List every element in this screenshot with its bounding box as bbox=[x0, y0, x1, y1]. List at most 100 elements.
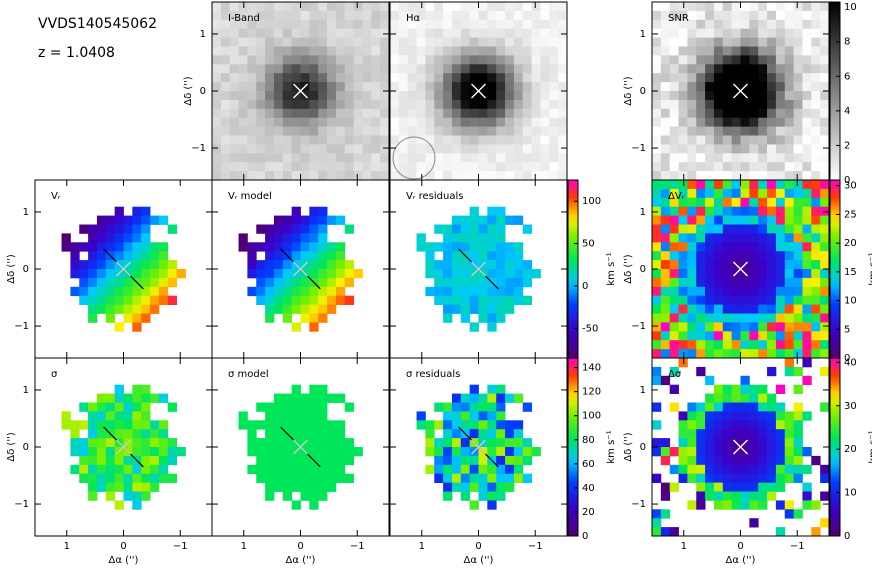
map-pixel bbox=[522, 46, 532, 56]
map-pixel bbox=[775, 464, 786, 475]
map-pixel bbox=[460, 153, 471, 163]
map-pixel bbox=[740, 117, 750, 127]
map-pixel bbox=[513, 393, 524, 403]
map-pixel bbox=[705, 91, 715, 101]
map-pixel bbox=[220, 99, 231, 110]
map-pixel bbox=[713, 144, 724, 154]
map-pixel bbox=[496, 402, 506, 412]
map-pixel bbox=[273, 64, 284, 74]
map-pixel bbox=[335, 126, 346, 136]
map-pixel bbox=[558, 91, 568, 101]
map-pixel bbox=[398, 126, 409, 136]
map-pixel bbox=[398, 91, 409, 101]
map-pixel bbox=[767, 19, 777, 30]
map-pixel bbox=[802, 491, 812, 501]
map-pixel bbox=[740, 482, 750, 492]
map-pixel bbox=[398, 162, 409, 172]
map-pixel bbox=[318, 206, 328, 216]
colorbar bbox=[829, 1, 841, 181]
map-pixel bbox=[758, 438, 768, 448]
map-pixel bbox=[487, 37, 497, 47]
panel-label: Hα bbox=[406, 13, 421, 24]
map-pixel bbox=[282, 144, 293, 154]
map-pixel bbox=[460, 2, 471, 12]
map-pixel bbox=[793, 126, 803, 136]
map-pixel bbox=[344, 117, 354, 127]
map-pixel bbox=[132, 384, 142, 394]
map-pixel bbox=[247, 82, 257, 92]
map-pixel bbox=[496, 473, 506, 483]
map-pixel bbox=[443, 37, 453, 47]
map-pixel bbox=[505, 55, 515, 65]
map-pixel bbox=[344, 37, 354, 47]
map-pixel bbox=[740, 55, 750, 65]
map-pixel bbox=[505, 482, 515, 492]
map-pixel bbox=[132, 473, 142, 483]
map-pixel bbox=[362, 82, 372, 92]
map-pixel bbox=[549, 46, 559, 56]
map-pixel bbox=[713, 242, 724, 252]
map-pixel bbox=[820, 331, 830, 341]
map-pixel bbox=[513, 91, 524, 101]
map-pixel bbox=[705, 108, 715, 119]
map-pixel bbox=[678, 46, 688, 56]
map-pixel bbox=[96, 473, 107, 483]
map-pixel bbox=[540, 144, 550, 154]
colorbar bbox=[829, 179, 841, 359]
map-pixel bbox=[238, 242, 248, 252]
map-pixel bbox=[487, 153, 497, 163]
map-pixel bbox=[229, 153, 239, 163]
map-pixel bbox=[265, 224, 275, 234]
map-pixel bbox=[309, 153, 319, 163]
map-pixel bbox=[335, 153, 346, 163]
map-pixel bbox=[220, 19, 231, 30]
map-pixel bbox=[522, 108, 532, 119]
map-pixel bbox=[265, 108, 275, 119]
panel-label: ΔVᵣ bbox=[668, 191, 685, 202]
map-pixel bbox=[505, 64, 515, 74]
map-pixel bbox=[158, 420, 169, 430]
map-pixel bbox=[141, 438, 151, 448]
map-pixel bbox=[451, 251, 462, 261]
map-pixel bbox=[273, 82, 284, 92]
map-pixel bbox=[767, 366, 777, 377]
map-pixel bbox=[722, 126, 733, 136]
map-pixel bbox=[460, 393, 471, 403]
map-pixel bbox=[425, 251, 435, 261]
map-pixel bbox=[451, 82, 462, 92]
map-pixel bbox=[229, 82, 239, 92]
map-pixel bbox=[793, 99, 803, 110]
map-pixel bbox=[749, 304, 759, 314]
map-pixel bbox=[150, 215, 160, 225]
map-pixel bbox=[282, 171, 293, 181]
map-pixel bbox=[652, 117, 662, 127]
map-pixel bbox=[327, 420, 337, 430]
map-pixel bbox=[460, 286, 471, 297]
map-pixel bbox=[291, 162, 301, 172]
map-pixel bbox=[425, 99, 435, 110]
map-pixel bbox=[505, 10, 515, 21]
map-pixel bbox=[820, 2, 830, 12]
map-pixel bbox=[300, 215, 310, 225]
map-pixel bbox=[327, 82, 337, 92]
map-pixel bbox=[505, 171, 515, 181]
map-pixel bbox=[740, 180, 750, 190]
map-pixel bbox=[767, 411, 777, 421]
colorbar-tick-label: 25 bbox=[844, 209, 857, 220]
map-pixel bbox=[820, 188, 830, 199]
map-pixel bbox=[79, 242, 89, 252]
map-pixel bbox=[775, 304, 786, 314]
map-pixel bbox=[775, 322, 786, 332]
y-axis-label: Δδ ('') bbox=[6, 254, 17, 284]
map-pixel bbox=[282, 162, 293, 172]
map-pixel bbox=[775, 135, 786, 145]
center-cross bbox=[471, 261, 486, 277]
map-pixel bbox=[318, 2, 328, 12]
map-pixel bbox=[265, 99, 275, 110]
map-pixel bbox=[722, 197, 733, 208]
map-pixel bbox=[522, 2, 532, 12]
map-pixel bbox=[669, 99, 679, 110]
map-pixel bbox=[522, 10, 532, 21]
map-pixel bbox=[335, 37, 346, 47]
map-pixel bbox=[460, 438, 471, 448]
